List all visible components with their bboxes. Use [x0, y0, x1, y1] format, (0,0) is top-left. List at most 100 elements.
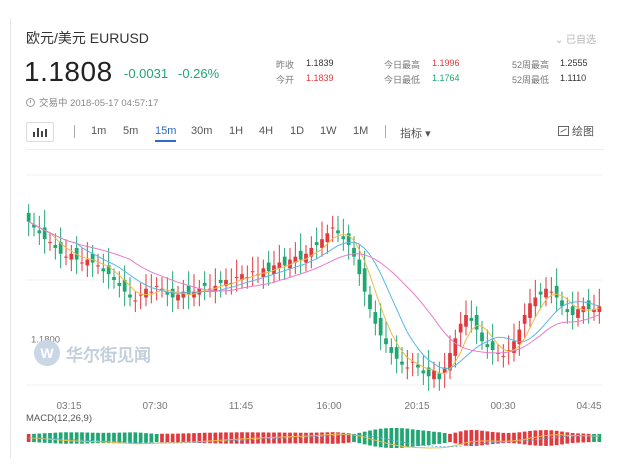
candle-body [496, 352, 500, 354]
candles [26, 204, 602, 391]
candle-body [320, 239, 324, 248]
candle-body [464, 315, 468, 327]
watchlist-label: 已自选 [566, 35, 596, 46]
candle-body [250, 271, 255, 273]
toolbar-divider [74, 125, 75, 138]
macd-bar [277, 432, 282, 444]
candle-body [293, 256, 298, 263]
candle-body [58, 242, 63, 254]
macd-bar [570, 433, 575, 443]
macd-bar [592, 433, 596, 443]
chart-type-button[interactable] [26, 122, 54, 142]
instrument-title: 欧元/美元 EURUSD [26, 30, 149, 46]
macd-bar [234, 432, 239, 444]
timeframe-1w[interactable]: 1W [320, 125, 337, 137]
draw-button[interactable]: 绘图 [558, 123, 594, 139]
candle-body [181, 291, 186, 298]
macd-bar [560, 431, 564, 445]
x-tick-label: 07:30 [142, 401, 167, 412]
macd-bar [410, 429, 415, 447]
macd-bar [512, 432, 516, 444]
x-tick-label: 03:15 [56, 401, 81, 412]
timeframe-15m[interactable]: 15m [155, 125, 177, 142]
candle-body [298, 250, 303, 260]
candle-body [240, 274, 244, 280]
x-tick-label: 00:30 [490, 401, 515, 412]
macd-dif-line [28, 433, 600, 449]
macd-bar [426, 430, 431, 446]
candle-body [528, 303, 532, 318]
candle-body [288, 259, 292, 269]
candle-body [426, 367, 431, 377]
macd-bar [138, 432, 143, 444]
candle-body [592, 309, 596, 313]
timeframe-1d[interactable]: 1D [290, 125, 305, 137]
candle-body [458, 323, 463, 333]
macd-bar [389, 428, 394, 448]
candle-body [554, 285, 559, 298]
candle-body [138, 294, 143, 296]
macd-bar [517, 432, 522, 444]
macd-bar [416, 429, 420, 447]
candle-body [80, 262, 84, 264]
macd-bar [474, 430, 479, 446]
macd-bar [213, 432, 218, 444]
candle-body [266, 262, 271, 272]
macd-bar [325, 432, 330, 444]
candle-body [384, 338, 388, 345]
timeframe-1h[interactable]: 1H [229, 125, 244, 137]
macd-bar [240, 432, 244, 444]
stat-label: 今开 [276, 75, 295, 85]
candle-body [37, 230, 42, 234]
macd-label: MACD(12,26,9) [26, 413, 92, 424]
trading-status: 交易中 2018-05-17 04:57:17 [26, 95, 158, 109]
candle-body [304, 253, 308, 263]
candle-body [570, 306, 575, 315]
candle-body [325, 233, 330, 243]
stat-day-low: 今日最低 1.1764 [384, 73, 460, 86]
indicators-dropdown[interactable]: 指标 ▾ [400, 125, 431, 141]
candle-body [160, 288, 164, 290]
macd-bar [122, 432, 127, 444]
timeframe-5m[interactable]: 5m [123, 125, 139, 137]
candle-body [64, 256, 68, 258]
candle-body [176, 294, 180, 301]
macd-bar [74, 432, 79, 444]
candle-body [506, 350, 511, 351]
timeframe-30m[interactable]: 30m [191, 125, 213, 137]
macd-bar [160, 433, 164, 443]
macd-bar [576, 433, 580, 443]
macd-bar [229, 432, 234, 444]
timeframe-1mo[interactable]: 1M [353, 125, 369, 137]
macd-bar [90, 432, 95, 444]
macd-bar [480, 430, 484, 446]
candle-body [26, 212, 31, 222]
macd-bar [165, 433, 170, 443]
macd-bar [69, 432, 74, 444]
candle-body [186, 285, 191, 295]
stat-52w-high: 52周最高 1.2555 [512, 58, 588, 71]
macd-bar [448, 433, 452, 443]
candle-body [208, 288, 212, 290]
draw-label: 绘图 [572, 126, 594, 138]
macd-bar [309, 432, 314, 444]
candle-body [192, 291, 196, 298]
last-price: 1.1808 [24, 56, 113, 87]
watchlist-status[interactable]: ⌄ 已自选 [554, 35, 596, 46]
timeframe-1m[interactable]: 1m [91, 125, 107, 137]
candle-body [133, 300, 138, 302]
watermark-text: 华尔街见闻 [66, 345, 151, 366]
macd-bar [341, 432, 346, 444]
macd-bar [80, 432, 84, 444]
macd-bar [176, 433, 180, 443]
macd-bar [432, 431, 436, 445]
draw-chart-icon [558, 126, 569, 136]
toolbar-divider [385, 125, 386, 138]
timeframe-4h[interactable]: 4H [259, 125, 274, 137]
candle-body [480, 332, 484, 342]
macd-bar [42, 433, 47, 443]
macd-bar [197, 432, 202, 444]
macd-bar [128, 432, 132, 444]
stat-value: 1.2555 [560, 58, 588, 68]
